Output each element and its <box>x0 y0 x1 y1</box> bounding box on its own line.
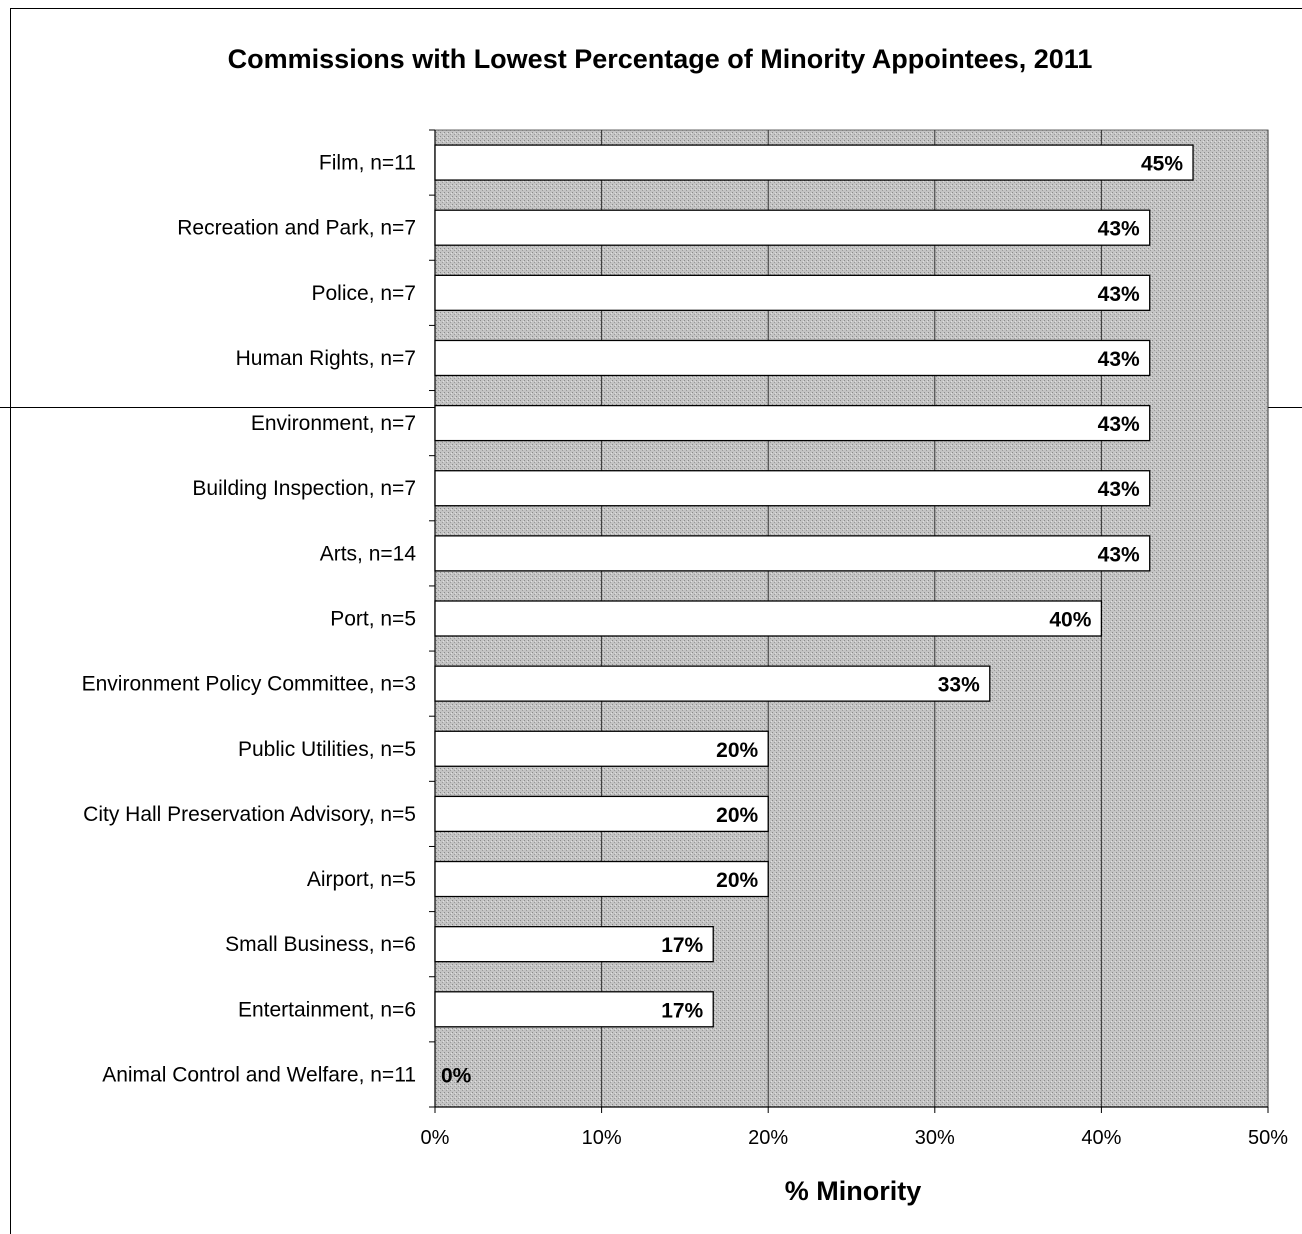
x-tick-label: 30% <box>915 1127 955 1149</box>
data-label: 45% <box>1141 153 1183 176</box>
bar <box>434 535 1151 572</box>
data-label: 43% <box>1098 413 1140 436</box>
bar <box>434 470 1151 507</box>
data-label: 33% <box>938 674 980 697</box>
category-label: Entertainment, n=6 <box>238 998 416 1021</box>
category-label: Police, n=7 <box>312 282 417 305</box>
category-label: Small Business, n=6 <box>225 933 416 956</box>
category-label: Recreation and Park, n=7 <box>177 217 416 240</box>
bar <box>434 926 714 963</box>
bar <box>434 404 1151 442</box>
bar <box>434 339 1151 377</box>
x-tick-label: 50% <box>1248 1127 1288 1149</box>
x-tick-label: 20% <box>748 1127 788 1149</box>
data-label: 20% <box>716 804 758 827</box>
data-label: 43% <box>1098 348 1140 371</box>
bar <box>434 144 1194 181</box>
bar <box>434 274 1151 311</box>
category-label: Environment, n=7 <box>251 412 416 435</box>
category-label: City Hall Preservation Advisory, n=5 <box>83 803 416 826</box>
data-label: 43% <box>1098 543 1140 566</box>
category-label: Airport, n=5 <box>307 868 416 891</box>
bar <box>434 860 769 898</box>
x-axis-title: % Minority <box>785 1176 922 1206</box>
bar <box>434 795 769 833</box>
category-label: Arts, n=14 <box>320 542 417 565</box>
data-label: 43% <box>1098 478 1140 501</box>
bar <box>434 209 1151 246</box>
bar <box>434 730 769 767</box>
data-label: 17% <box>661 934 703 957</box>
plot-area: 0% 10% 20% 30% 40% 50% Film, n=11 45% Recreation… <box>82 129 1288 1149</box>
category-label: Environment Policy Committee, n=3 <box>82 673 416 696</box>
category-label: Film, n=11 <box>319 152 416 175</box>
bar <box>434 665 991 702</box>
data-label: 43% <box>1098 283 1140 306</box>
category-label: Port, n=5 <box>330 608 416 631</box>
category-label: Public Utilities, n=5 <box>238 738 416 761</box>
data-label: 20% <box>716 869 758 892</box>
x-tick-label: 10% <box>582 1127 622 1149</box>
x-tick-label: 0% <box>421 1127 450 1149</box>
data-label: 20% <box>716 739 758 762</box>
category-label: Human Rights, n=7 <box>236 347 416 370</box>
bar <box>434 600 1103 637</box>
data-label: 40% <box>1049 609 1091 632</box>
data-label: 0% <box>441 1064 472 1087</box>
category-label: Building Inspection, n=7 <box>192 477 416 500</box>
data-label: 17% <box>661 999 703 1022</box>
category-label: Animal Control and Welfare, n=11 <box>102 1063 416 1086</box>
bar <box>434 991 714 1028</box>
chart-title: Commissions with Lowest Percentage of Mi… <box>228 44 1093 74</box>
x-tick-label: 40% <box>1081 1127 1121 1149</box>
data-label: 43% <box>1098 218 1140 241</box>
chart-frame <box>10 8 1302 1234</box>
